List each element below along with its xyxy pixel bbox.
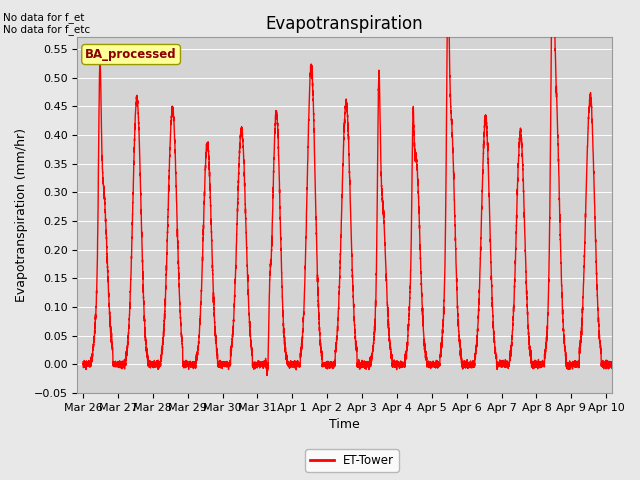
- Title: Evapotranspiration: Evapotranspiration: [266, 15, 424, 33]
- Y-axis label: Evapotranspiration (mm/hr): Evapotranspiration (mm/hr): [15, 128, 28, 302]
- X-axis label: Time: Time: [329, 419, 360, 432]
- Legend: ET-Tower: ET-Tower: [305, 449, 399, 472]
- Text: BA_processed: BA_processed: [85, 48, 177, 61]
- Text: No data for f_et
No data for f_etc: No data for f_et No data for f_etc: [3, 12, 90, 36]
